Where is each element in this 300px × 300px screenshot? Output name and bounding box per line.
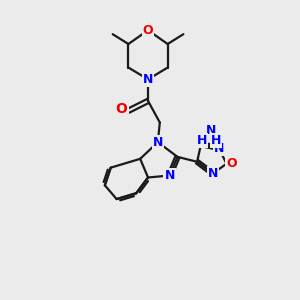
- Text: N: N: [208, 167, 218, 180]
- Text: N: N: [214, 142, 224, 154]
- Text: O: O: [116, 102, 128, 116]
- Text: N: N: [153, 136, 163, 148]
- Text: N: N: [206, 124, 216, 137]
- Text: H: H: [211, 134, 221, 147]
- Text: O: O: [226, 157, 237, 170]
- Text: O: O: [143, 24, 153, 37]
- Text: N: N: [143, 73, 153, 86]
- Text: N: N: [164, 169, 175, 182]
- Text: H: H: [197, 134, 207, 147]
